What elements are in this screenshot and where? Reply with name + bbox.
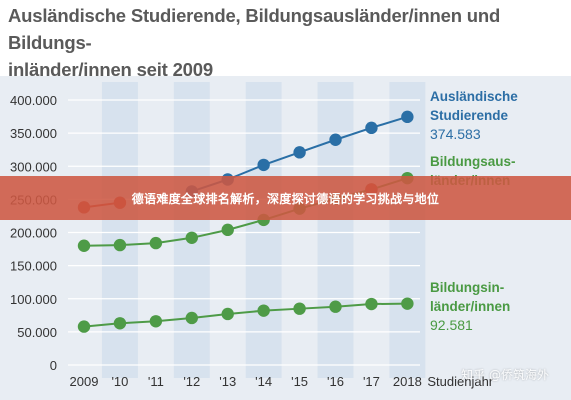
series-line-segment [227, 218, 264, 231]
series-line-segment [335, 126, 372, 141]
series-line-segment [263, 151, 300, 166]
column-band [389, 82, 426, 378]
x-tick-label: '11 [148, 374, 164, 389]
legend-label: Bildungsaus- [430, 154, 516, 169]
overlay-banner: 德语难度全球排名解析，深度探讨德语的学习挑战与地位 [0, 176, 571, 220]
overlay-banner-text: 德语难度全球排名解析，深度探讨德语的学习挑战与地位 [131, 191, 440, 206]
data-point [149, 236, 163, 250]
y-tick-label: 200.000 [10, 226, 57, 241]
y-tick-label: 350.000 [10, 126, 57, 141]
x-tick-label: '16 [327, 374, 344, 389]
x-tick-label: '10 [111, 374, 128, 389]
data-point [293, 146, 306, 159]
chart-background-panel [0, 76, 571, 400]
x-tick-label: 2018 [393, 374, 422, 389]
legend-label: Studierende [430, 108, 509, 123]
x-tick-label: '12 [183, 374, 200, 389]
column-band [317, 82, 354, 378]
series-last-value: 374.583 [430, 126, 481, 142]
y-tick-label: 50.000 [17, 325, 57, 340]
legend-label: länder/innen [430, 299, 510, 314]
data-point [149, 315, 163, 328]
x-axis-suffix: Studienjahr [427, 374, 493, 389]
data-point [77, 320, 91, 333]
series-last-value: 92.581 [430, 317, 473, 333]
data-point [329, 300, 342, 313]
column-band [101, 82, 138, 378]
data-point [185, 311, 198, 325]
chart-title-line-2: inländer/innen seit 2009 [8, 59, 213, 80]
y-tick-label: 300.000 [10, 159, 57, 174]
y-tick-label: 0 [50, 358, 57, 373]
series-line-segment [371, 115, 408, 129]
data-point [221, 307, 234, 321]
data-point [257, 304, 270, 317]
x-tick-label: '14 [255, 374, 272, 389]
x-tick-label: '15 [291, 374, 308, 389]
chart-title-line-1: Ausländische Studierende, Bildungsauslän… [8, 5, 501, 53]
y-tick-label: 100.000 [10, 292, 57, 307]
data-point [401, 110, 414, 124]
data-point [113, 317, 127, 330]
data-point [221, 223, 234, 237]
data-point [257, 158, 270, 172]
data-point [365, 121, 378, 135]
data-point [365, 297, 378, 311]
y-tick-label: 400.000 [10, 93, 57, 108]
legend-label: Bildungsin- [430, 280, 504, 295]
data-point [113, 238, 127, 252]
data-point [185, 231, 198, 244]
data-point [401, 297, 414, 310]
column-band [173, 82, 210, 378]
watermark-text: 知乎 @侨筑海外 [461, 368, 549, 382]
data-point [293, 302, 306, 315]
y-tick-label: 150.000 [10, 259, 57, 274]
chart-title: Ausländische Studierende, Bildungsauslän… [8, 2, 568, 80]
x-tick-label: '17 [363, 374, 380, 389]
data-point [329, 133, 342, 146]
x-tick-label: '13 [219, 374, 236, 389]
series-line-segment [299, 138, 336, 154]
data-point [77, 239, 91, 252]
column-band [245, 82, 282, 378]
x-tick-label: 2009 [70, 374, 99, 389]
legend-label: Ausländische [430, 89, 518, 104]
